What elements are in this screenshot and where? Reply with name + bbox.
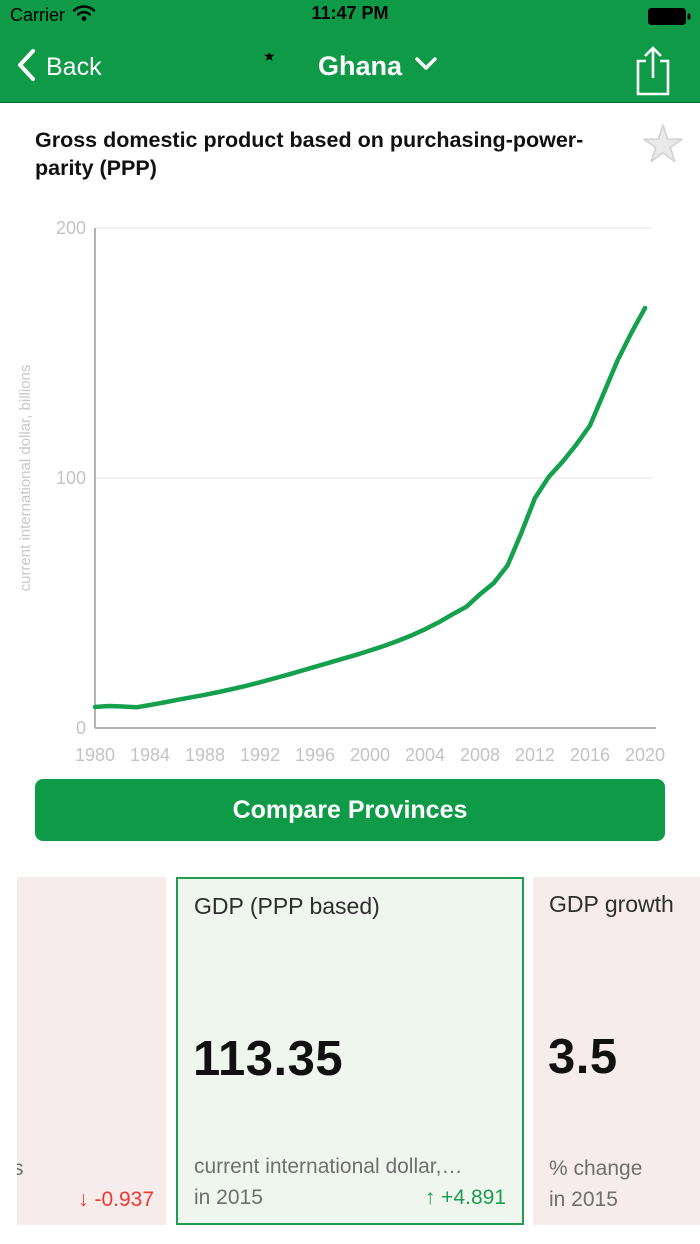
card-description-tail: s — [17, 1157, 24, 1180]
card-year-label: in 2015 — [549, 1188, 618, 1211]
card-value: 3.5 — [548, 1030, 618, 1084]
card-title: GDP growth — [549, 891, 674, 917]
card-description: current international dollar,… — [194, 1155, 463, 1178]
svg-text:current international dollar,: current international dollar, billions — [17, 365, 34, 592]
country-name: Ghana — [317, 51, 403, 81]
battery-icon — [647, 7, 692, 26]
ghana-flag: ★ — [262, 52, 276, 64]
nav-bar: Back ★ Ghana — [0, 30, 700, 103]
country-selector[interactable]: ★ Ghana — [0, 30, 700, 103]
status-left: Carrier — [10, 3, 96, 27]
svg-text:2012: 2012 — [515, 745, 555, 765]
share-button[interactable] — [630, 45, 676, 102]
card-title: GDP (PPP based) — [194, 893, 380, 919]
gdp-chart-svg: 0 100 200 1980 1984 1988 1992 1996 2000 2004 2008 2… — [17, 218, 665, 765]
svg-text:100: 100 — [56, 468, 86, 488]
title-row: Gross domestic product based on purchasi… — [0, 115, 700, 207]
svg-text:2020: 2020 — [625, 745, 665, 765]
card-previous-indicator[interactable]: s ↓ -0.937 — [17, 877, 166, 1225]
favorite-button[interactable] — [642, 123, 684, 170]
card-description: % change — [549, 1157, 643, 1180]
card-gdp-growth[interactable]: GDP growth 3.5 % change in 2015 — [533, 877, 700, 1225]
card-value: 113.35 — [193, 1032, 344, 1086]
svg-text:2000: 2000 — [350, 745, 390, 765]
compare-provinces-button[interactable]: Compare Provinces — [35, 779, 665, 841]
status-bar: Carrier 11:47 PM — [0, 0, 700, 30]
svg-text:1980: 1980 — [75, 745, 115, 765]
svg-text:2016: 2016 — [570, 745, 610, 765]
svg-text:2008: 2008 — [460, 745, 500, 765]
chevron-down-icon — [415, 57, 437, 76]
indicator-cards-row: s ↓ -0.937 GDP (PPP based) 113.35 curren… — [0, 877, 700, 1225]
svg-text:2004: 2004 — [405, 745, 445, 765]
back-label: Back — [46, 53, 102, 81]
star-icon — [643, 124, 683, 163]
share-icon — [636, 46, 670, 96]
page-title: Gross domestic product based on purchasi… — [35, 128, 584, 180]
change-up-value: ↑ +4.891 — [424, 1186, 506, 1209]
svg-text:1984: 1984 — [130, 745, 170, 765]
change-down-value: ↓ -0.937 — [78, 1188, 154, 1211]
card-year-label: in 2015 — [194, 1186, 263, 1209]
svg-text:1996: 1996 — [295, 745, 335, 765]
arrow-down-icon: ↓ — [78, 1188, 89, 1211]
carrier-label: Carrier — [10, 4, 66, 25]
svg-text:200: 200 — [56, 218, 86, 238]
svg-text:1988: 1988 — [185, 745, 225, 765]
back-button[interactable]: Back — [16, 48, 102, 87]
card-gdp-ppp[interactable]: GDP (PPP based) 113.35 current internati… — [176, 877, 524, 1225]
svg-text:1992: 1992 — [240, 745, 280, 765]
svg-text:0: 0 — [76, 718, 86, 738]
wifi-icon — [72, 3, 96, 27]
chevron-left-icon — [16, 48, 36, 87]
gdp-chart: 0 100 200 1980 1984 1988 1992 1996 2000 2004 2008 2… — [0, 210, 700, 770]
arrow-up-icon: ↑ — [424, 1186, 436, 1209]
status-time: 11:47 PM — [311, 3, 389, 23]
